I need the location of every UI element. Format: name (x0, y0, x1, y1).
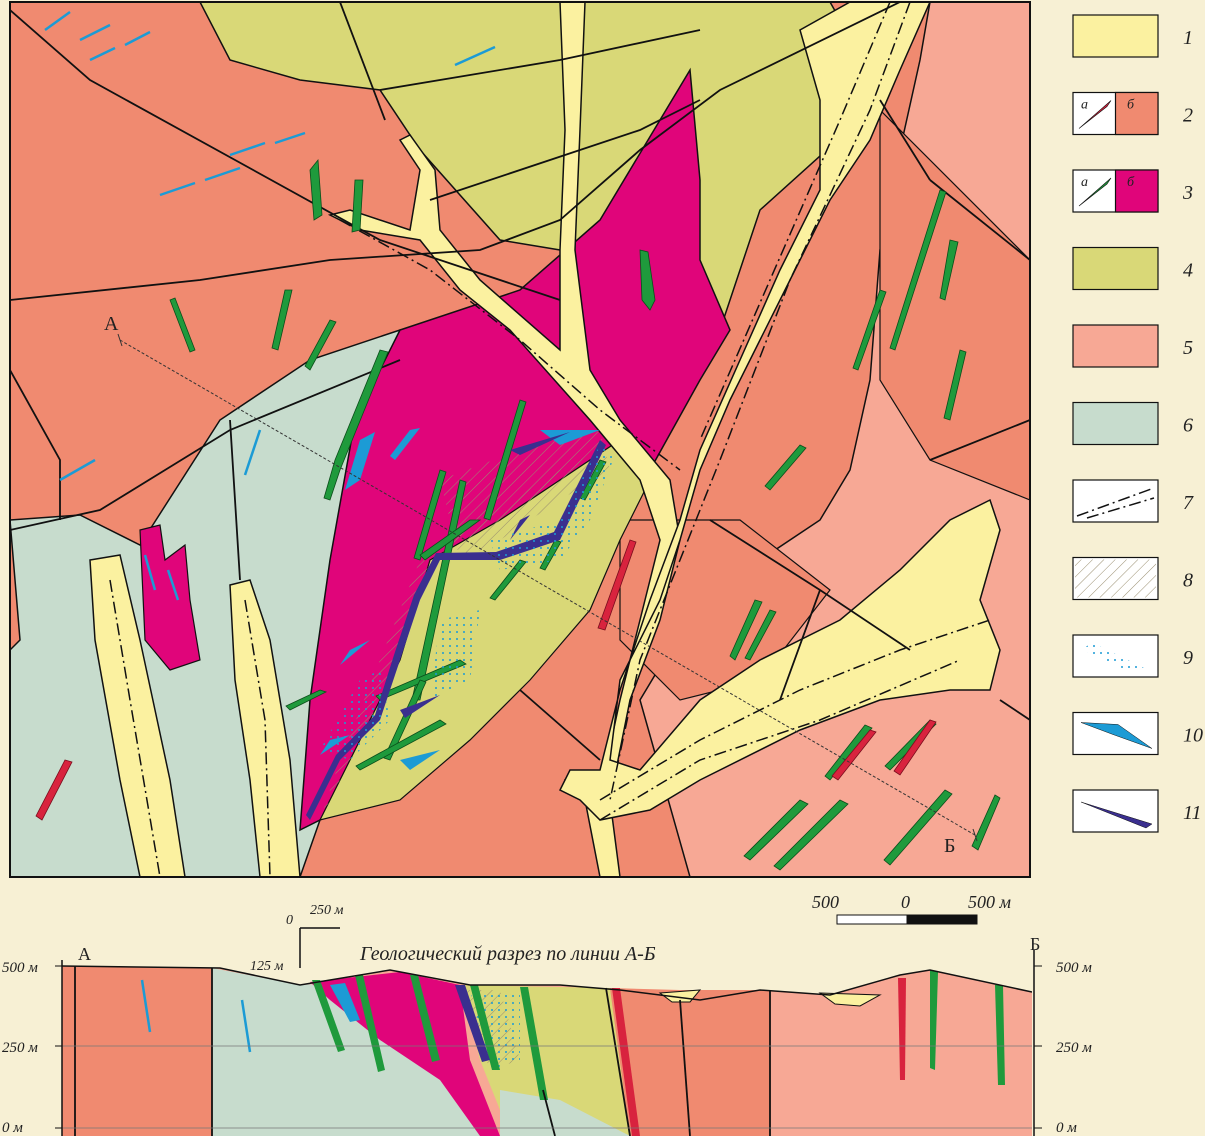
legend-number: 5 (1183, 337, 1193, 359)
blue-dashes (44, 10, 496, 601)
legend-item-11: 11 (1072, 789, 1202, 833)
scale-zero-label: 0 (901, 892, 910, 912)
blue-lenses (320, 428, 600, 770)
section-axes: 500 м 250 м 0 м 500 м 250 м 0 м (2, 950, 1092, 1136)
blue-lens-icon (1080, 722, 1153, 749)
legend-number: 3 (1182, 182, 1193, 204)
legend-item-6: 6 (1072, 401, 1193, 446)
legend-sub-a: а (1081, 98, 1088, 113)
legend-item-3: а б 3 (1072, 169, 1193, 213)
legend-swatch (1072, 324, 1159, 368)
legend-item-10: 10 (1072, 711, 1203, 756)
legend-sub-b: б (1127, 98, 1135, 113)
legend-item-9: 9 (1072, 634, 1193, 678)
legend-number: 1 (1183, 27, 1193, 49)
elev-left-0: 0 м (2, 1120, 23, 1136)
map-frame (9, 1, 1031, 878)
legend-number: 6 (1183, 415, 1193, 437)
legend-number: 8 (1183, 570, 1193, 592)
scale-right-label: 500 м (968, 892, 1012, 912)
elev-right-250: 250 м (1056, 1040, 1092, 1056)
cross-section (62, 965, 1032, 1136)
red-dykes (35, 539, 937, 821)
legend-number: 10 (1183, 725, 1203, 747)
legend-sub-a: а (1081, 175, 1088, 190)
section-scale-zero: 0 (286, 913, 293, 928)
unit-2b-block (879, 108, 1030, 501)
elev-left-250: 250 м (2, 1040, 38, 1056)
legend-number: 11 (1183, 802, 1202, 824)
legend: 1 а б 2 а б 3 4 5 6 7 8 9 10 11 (1072, 14, 1203, 833)
unit-3b-appendix (139, 524, 201, 671)
legend-sub-b: б (1127, 175, 1135, 190)
legend-item-5: 5 (1072, 324, 1193, 368)
faults (10, 2, 1030, 761)
green-dykes (169, 158, 1001, 871)
legend-number: 9 (1183, 647, 1193, 669)
alluvium-main (327, 2, 681, 877)
section-scale-v: 125 м (250, 959, 284, 974)
legend-number: 4 (1183, 260, 1193, 282)
legend-swatch-b (1114, 91, 1159, 136)
scale-left-label: 500 (812, 892, 839, 912)
elev-right-0: 0 м (1056, 1120, 1077, 1136)
legend-number: 2 (1183, 105, 1193, 127)
dashdot-fault-icon (1076, 487, 1155, 517)
scale-bar: 500 0 500 м (812, 892, 1012, 925)
alluvium-left2 (229, 579, 301, 877)
section-label-b: Б (1030, 934, 1040, 954)
dot-zones (320, 445, 615, 760)
legend-swatch-b (1114, 169, 1159, 213)
profile-label-a: А (104, 313, 119, 335)
section-scale: 0 250 м 125 м (250, 903, 344, 974)
legend-swatch (1072, 401, 1159, 446)
hatch-icon (1075, 559, 1156, 598)
legend-item-1: 1 (1072, 14, 1193, 58)
legend-swatch (1072, 14, 1159, 58)
dashdot-faults (109, 2, 991, 877)
legend-item-8: 8 (1072, 556, 1193, 601)
legend-lens-a (1078, 100, 1112, 129)
legend-item-4: 4 (1072, 246, 1193, 291)
legend-item-2: а б 2 (1072, 91, 1193, 136)
section-scale-h: 250 м (310, 903, 344, 918)
legend-number: 7 (1183, 492, 1194, 514)
hatch-zone-upper (440, 430, 610, 560)
section-title: Геологический разрез по линии А-Б (359, 943, 656, 965)
alluvium-left (89, 554, 186, 877)
section-label-a: А (78, 944, 91, 964)
alluvium-right (558, 2, 1001, 821)
elev-right-500: 500 м (1056, 960, 1092, 976)
elev-left-500: 500 м (2, 960, 38, 976)
legend-lens-a (1078, 177, 1112, 207)
map-panel: А Б (10, 2, 1030, 877)
violet-lens-icon (1080, 801, 1153, 829)
legend-item-7: 7 (1072, 479, 1194, 523)
profile-label-b: Б (944, 835, 955, 857)
legend-swatch (1072, 246, 1159, 291)
dots-icon (1081, 643, 1150, 671)
